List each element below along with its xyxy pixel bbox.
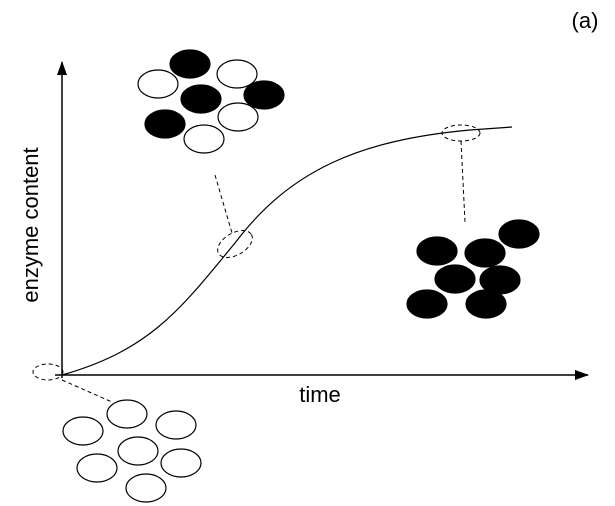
cells-middle bbox=[137, 49, 285, 154]
callouts bbox=[32, 124, 481, 403]
cells-end bbox=[406, 219, 540, 319]
panel-label: (a) bbox=[572, 8, 599, 33]
growth-curve bbox=[61, 126, 513, 376]
x-axis-label: time bbox=[299, 382, 341, 407]
cells-start bbox=[62, 399, 202, 503]
y-axis-label: enzyme content bbox=[18, 147, 43, 302]
